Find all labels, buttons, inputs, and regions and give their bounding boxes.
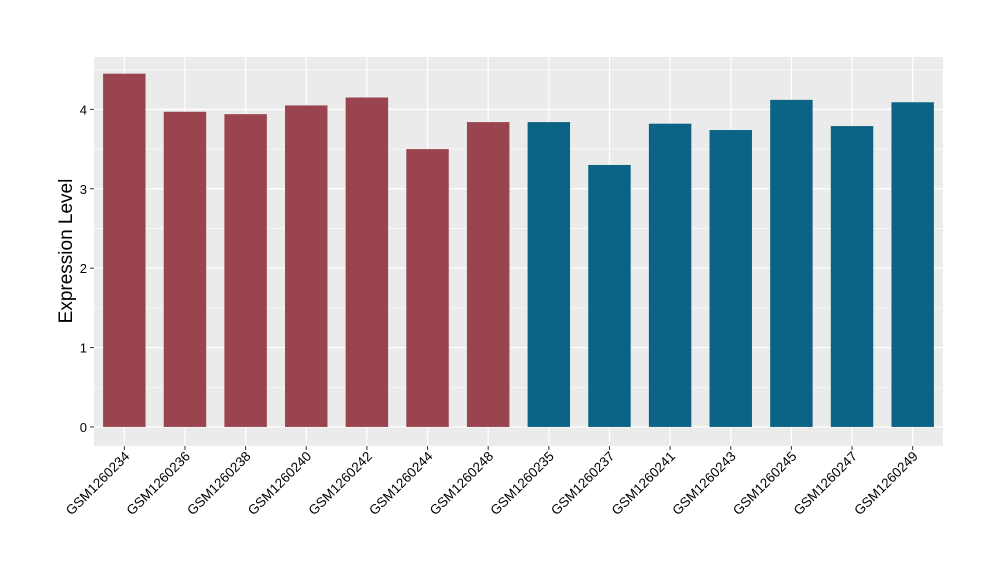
x-tick-label: GSM1260238: [184, 449, 254, 519]
x-tick-label: GSM1260248: [427, 449, 497, 519]
bar: [588, 164, 631, 427]
x-tick-label: GSM1260242: [305, 449, 375, 519]
bar: [709, 130, 752, 427]
bar: [163, 111, 207, 427]
y-axis-title: Expression Level: [56, 179, 77, 324]
y-tick-label: 1: [80, 341, 87, 356]
y-tick-label: 0: [80, 420, 87, 435]
bar: [648, 123, 692, 427]
y-tick-label: 4: [80, 102, 87, 117]
bars: [103, 73, 934, 427]
bar: [406, 149, 449, 427]
bar: [285, 105, 328, 427]
bar: [770, 99, 813, 427]
y-tick-label: 2: [80, 261, 87, 276]
bar: [224, 114, 267, 427]
bar: [345, 97, 389, 427]
x-tick-label: GSM1260245: [730, 449, 800, 519]
y-tick-label: 3: [80, 182, 87, 197]
x-tick-label: GSM1260235: [487, 449, 557, 519]
bar: [527, 122, 571, 427]
x-tick-label: GSM1260241: [609, 449, 679, 519]
x-tick-label: GSM1260237: [548, 449, 618, 519]
bar: [830, 126, 874, 427]
plot-panel: [94, 57, 943, 446]
bar: [103, 73, 146, 427]
x-tick-label: GSM1260247: [791, 449, 861, 519]
x-tick-label: GSM1260243: [669, 449, 739, 519]
x-tick-label: GSM1260249: [851, 449, 921, 519]
bar: [891, 102, 934, 427]
x-tick-label: GSM1260240: [245, 449, 315, 519]
x-tick-label: GSM1260236: [124, 449, 194, 519]
bar: [466, 122, 510, 427]
x-axis: GSM1260234GSM1260236GSM1260238GSM1260240…: [63, 446, 921, 518]
y-axis: 0 1 2 3 4: [80, 102, 94, 435]
